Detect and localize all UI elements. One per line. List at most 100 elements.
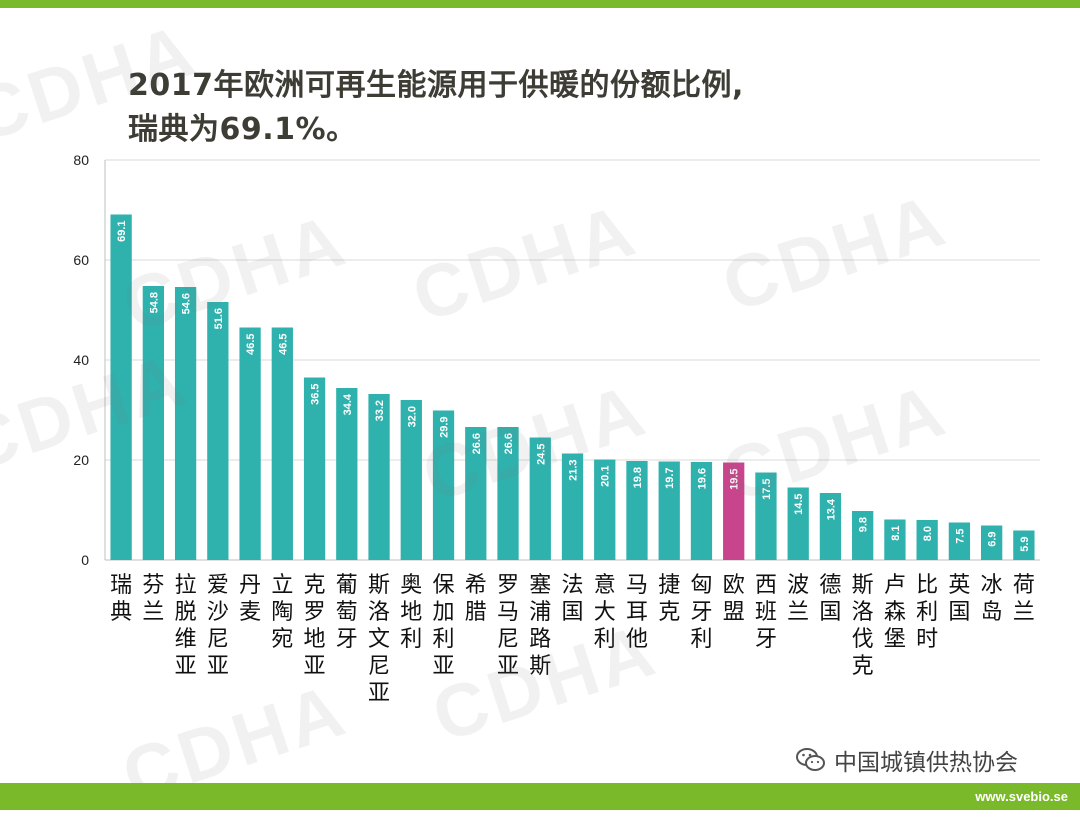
x-tick-label-char: 时 bbox=[916, 627, 938, 652]
x-tick-label-char: 亚 bbox=[433, 654, 455, 679]
x-tick-label-char: 耳 bbox=[626, 600, 648, 625]
x-tick-label-char: 地 bbox=[400, 600, 422, 625]
bar-value-label: 5.9 bbox=[1019, 537, 1031, 552]
x-tick-label-char: 希 bbox=[465, 573, 487, 598]
bar bbox=[303, 377, 326, 560]
bar-value-label: 69.1 bbox=[116, 221, 128, 242]
x-tick-label-char: 陶 bbox=[271, 600, 293, 625]
x-tick-label-char: 克 bbox=[658, 600, 680, 625]
x-tick-label-char: 冰 bbox=[981, 573, 1003, 598]
x-tick-label-char: 葡 bbox=[336, 573, 358, 598]
bar bbox=[787, 487, 809, 560]
bar bbox=[755, 472, 777, 560]
bar-value-label: 46.5 bbox=[277, 334, 289, 355]
x-tick-label-char: 荷 bbox=[1013, 573, 1035, 598]
bar-value-label: 14.5 bbox=[793, 494, 805, 515]
bar-value-label: 26.6 bbox=[503, 433, 515, 454]
x-tick-label-char: 波 bbox=[787, 573, 809, 598]
bar bbox=[529, 437, 551, 560]
x-tick-label-char: 塞 bbox=[529, 573, 551, 598]
x-tick-label-char: 亚 bbox=[207, 654, 229, 679]
bar bbox=[852, 511, 874, 560]
footer-url[interactable]: www.svebio.se bbox=[975, 789, 1068, 804]
x-tick-label-char: 宛 bbox=[271, 627, 293, 652]
bar-value-label: 9.8 bbox=[858, 517, 870, 532]
x-tick-label-char: 牙 bbox=[755, 627, 777, 652]
bar-value-label: 21.3 bbox=[568, 460, 580, 481]
bar-value-label: 34.4 bbox=[342, 393, 354, 415]
x-tick-label-char: 牙 bbox=[336, 627, 358, 652]
bar bbox=[626, 461, 648, 560]
bar-value-label: 19.5 bbox=[729, 469, 741, 490]
bar bbox=[239, 327, 261, 560]
x-tick-label-char: 匈 bbox=[690, 573, 712, 598]
bar-value-label: 20.1 bbox=[600, 466, 612, 487]
x-tick-label-char: 奥 bbox=[400, 573, 422, 598]
bar bbox=[142, 286, 165, 560]
page-title: 2017年欧洲可再生能源用于供暖的份额比例, 瑞典为69.1%。 bbox=[128, 64, 1028, 152]
bar-value-label: 46.5 bbox=[245, 334, 257, 355]
x-tick-label-char: 兰 bbox=[787, 600, 809, 625]
title-line-1: 2017年欧洲可再生能源用于供暖的份额比例, bbox=[128, 68, 744, 103]
bar bbox=[690, 462, 713, 560]
x-tick-label-char: 尼 bbox=[207, 627, 229, 652]
bar-value-label: 29.9 bbox=[439, 417, 451, 438]
wechat-icon bbox=[796, 748, 825, 771]
bar bbox=[884, 519, 906, 560]
bar bbox=[432, 410, 455, 560]
bar-value-label: 8.0 bbox=[922, 526, 934, 541]
x-tick-label-char: 盟 bbox=[723, 600, 745, 625]
bar bbox=[465, 427, 487, 560]
bar bbox=[594, 459, 616, 560]
x-tick-label-char: 法 bbox=[561, 573, 583, 598]
x-tick-label-char: 瑞 bbox=[110, 573, 132, 598]
bar bbox=[110, 214, 132, 560]
x-tick-label-char: 沙 bbox=[207, 600, 229, 625]
x-tick-label-char: 意 bbox=[594, 573, 616, 598]
x-tick-label-char: 英 bbox=[948, 573, 970, 598]
x-tick-label-char: 国 bbox=[948, 600, 970, 625]
bar bbox=[1013, 530, 1035, 560]
x-tick-label-char: 斯 bbox=[529, 654, 551, 679]
bar bbox=[916, 520, 938, 560]
bar bbox=[271, 327, 293, 560]
x-tick-label-char: 洛 bbox=[368, 600, 390, 625]
x-tick-label-char: 地 bbox=[304, 627, 326, 652]
y-tick-label: 80 bbox=[73, 152, 89, 168]
x-tick-label-char: 爱 bbox=[207, 573, 229, 598]
x-tick-label-char: 马 bbox=[626, 573, 648, 598]
x-tick-label-char: 西 bbox=[755, 573, 777, 598]
x-tick-label-char: 加 bbox=[433, 600, 455, 625]
x-tick-label-char: 伐 bbox=[852, 627, 874, 652]
bar bbox=[400, 400, 422, 560]
x-tick-label-char: 亚 bbox=[304, 654, 326, 679]
bar-value-label: 36.5 bbox=[310, 384, 322, 405]
x-tick-label-char: 尼 bbox=[368, 654, 390, 679]
wechat-account-name: 中国城镇供热协会 bbox=[834, 750, 1018, 776]
x-tick-label-char: 国 bbox=[561, 600, 583, 625]
bar-value-label: 19.8 bbox=[632, 467, 644, 488]
x-tick-label-char: 丹 bbox=[239, 573, 261, 598]
bar bbox=[980, 525, 1003, 560]
wechat-badge: 中国城镇供热协会 bbox=[790, 742, 1024, 778]
x-tick-label-char: 尼 bbox=[497, 627, 519, 652]
bar bbox=[497, 427, 519, 560]
x-tick-label-char: 克 bbox=[852, 654, 874, 679]
y-tick-label: 0 bbox=[81, 552, 89, 568]
x-tick-label-char: 国 bbox=[819, 600, 841, 625]
x-tick-label-char: 保 bbox=[433, 573, 455, 598]
x-tick-label-char: 斯 bbox=[368, 573, 390, 598]
x-tick-label-char: 兰 bbox=[1013, 600, 1035, 625]
bottom-green-bar bbox=[0, 783, 1080, 810]
x-tick-label-char: 堡 bbox=[884, 627, 906, 652]
bar-highlight bbox=[723, 462, 745, 560]
x-tick-label-char: 欧 bbox=[723, 573, 745, 598]
y-tick-label: 20 bbox=[73, 452, 89, 468]
x-tick-label-char: 腊 bbox=[465, 600, 487, 625]
x-tick-label-char: 森 bbox=[884, 600, 906, 625]
bar-value-label: 8.1 bbox=[890, 526, 902, 541]
x-tick-label-char: 萄 bbox=[336, 600, 358, 625]
x-tick-label-char: 卢 bbox=[884, 573, 906, 598]
x-tick-label-char: 立 bbox=[271, 573, 293, 598]
